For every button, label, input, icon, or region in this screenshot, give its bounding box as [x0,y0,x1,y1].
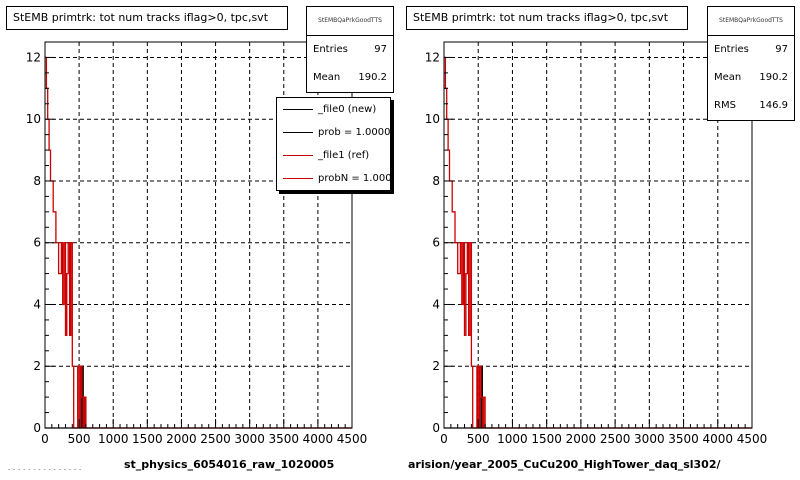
right-xtick-label-6: 3000 [634,432,665,446]
right-xtick-label-7: 3500 [668,432,699,446]
legend-line-prob [283,132,313,133]
legend-entry-prob: prob = 1.000000 [277,121,390,144]
right-stats-box: StEMBQaPrkGoodTTS Entries 97 Mean 190.2 … [707,6,795,121]
left-stats-mean-row: Mean 190.2 [307,64,393,92]
right-stats-rms-row: RMS 146.9 [708,92,794,120]
left-ytick-label-1: 2 [33,359,41,373]
right-histogram-plot: 0 500 1000 1500 2000 2500 3000 3500 4000 4500 0 2 4 6… [425,41,768,446]
left-xtick-label-9: 4500 [337,432,368,446]
right-xtick-label-8: 4000 [703,432,734,446]
left-ytick-label-6: 12 [26,50,41,64]
left-frame [44,41,353,429]
left-xtick-label-3: 1500 [132,432,163,446]
left-stats-mean-label: Mean [313,72,341,83]
right-frame [443,41,753,429]
left-stats-entries-label: Entries [313,44,348,55]
legend-label-probn: probN = 1.000000 [318,173,391,184]
legend-entry-probn: probN = 1.000000 [277,167,390,190]
left-legend: _file0 (new) prob = 1.000000 _file1 (ref… [276,97,391,191]
legend-line-file1 [283,155,313,156]
legend-entry-file0: _file0 (new) [277,98,390,121]
legend-line-probn [283,178,313,179]
right-ytick-label-6: 12 [425,50,440,64]
right-stats-title: StEMBQaPrkGoodTTS [708,7,794,36]
left-ytick-label-0: 0 [33,421,41,435]
left-xtick-label-2: 1000 [98,432,129,446]
legend-label-file0: _file0 (new) [318,104,377,115]
footnote: - - - - - - - - - - - - - - - [8,466,82,473]
right-histogram-title: StEMB primtrk: tot num tracks iflag>0, t… [406,6,688,30]
left-histogram-panel: 0 500 1000 1500 2000 2500 3000 3500 4000 4500 0 2 4 6… [6,6,394,471]
right-xtick-label-5: 2500 [600,432,631,446]
right-ytick-label-5: 10 [425,112,440,126]
right-ytick-label-2: 4 [432,297,440,311]
right-histogram-panel: 0 500 1000 1500 2000 2500 3000 3500 4000 4500 0 2 4 6… [400,0,800,480]
left-ytick-label-2: 4 [33,297,41,311]
left-xtick-label-8: 4000 [303,432,334,446]
right-series-0 [444,365,752,429]
left-stats-box: StEMBQaPrkGoodTTS Entries 97 Mean 190.2 [306,6,394,93]
right-ytick-label-3: 6 [432,236,440,250]
right-stats-rms-label: RMS [714,100,736,111]
left-xtick-label-0: 0 [41,432,49,446]
legend-label-prob: prob = 1.000000 [318,127,391,138]
left-xtick-label-1: 500 [68,432,91,446]
left-xtick-label-5: 2500 [200,432,231,446]
left-stats-entries-value: 97 [374,44,387,55]
legend-label-file1: _file1 (ref) [318,150,370,161]
right-stats-mean-row: Mean 190.2 [708,64,794,92]
right-xtick-label-2: 1000 [497,432,528,446]
right-xtick-label-9: 4500 [737,432,768,446]
right-stats-rms-value: 146.9 [759,100,788,111]
left-ytick-label-4: 8 [33,174,41,188]
right-ytick-label-1: 2 [432,359,440,373]
right-stats-entries-row: Entries 97 [708,36,794,64]
right-stats-entries-label: Entries [714,44,749,55]
legend-line-file0 [283,109,313,110]
left-x-axis-title: st_physics_6054016_raw_1020005 [124,458,335,471]
legend-entry-file1: _file1 (ref) [277,144,390,167]
right-stats-mean-value: 190.2 [759,72,788,83]
right-xtick-label-0: 0 [440,432,448,446]
left-stats-mean-value: 190.2 [358,72,387,83]
right-x-axis-title: arision/year_2005_CuCu200_HighTower_daq_… [408,458,721,471]
right-xtick-label-3: 1500 [531,432,562,446]
left-stats-title: StEMBQaPrkGoodTTS [307,7,393,36]
right-stats-entries-value: 97 [775,44,788,55]
left-stats-entries-row: Entries 97 [307,36,393,64]
right-xtick-label-4: 2000 [566,432,597,446]
left-ytick-label-5: 10 [26,112,41,126]
left-xtick-label-4: 2000 [166,432,197,446]
right-stats-mean-label: Mean [714,72,742,83]
left-xtick-label-6: 3000 [234,432,265,446]
right-ytick-label-4: 8 [432,174,440,188]
left-xtick-label-7: 3500 [269,432,300,446]
left-histogram-plot: 0 500 1000 1500 2000 2500 3000 3500 4000 4500 0 2 4 6… [26,41,368,446]
left-series-0 [45,365,352,429]
right-xtick-label-1: 500 [467,432,490,446]
right-ytick-label-0: 0 [432,421,440,435]
left-ytick-label-3: 6 [33,236,41,250]
left-histogram-title: StEMB primtrk: tot num tracks iflag>0, t… [6,6,288,30]
